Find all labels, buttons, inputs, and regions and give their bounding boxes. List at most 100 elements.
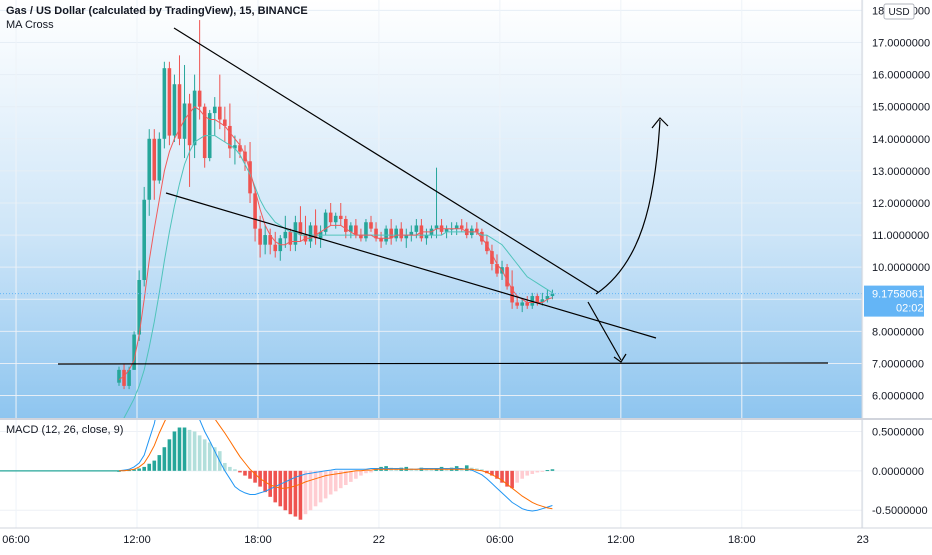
candle-body — [364, 222, 368, 239]
price-tick-label: 12.0000000 — [872, 198, 930, 210]
price-tick-label: 13.0000000 — [872, 166, 930, 178]
candle-body — [359, 235, 363, 239]
candle-body — [223, 119, 227, 126]
tag-layer: 9.1758061 02:02 — [864, 285, 924, 317]
macd-histogram-bar — [152, 460, 157, 471]
macd-histogram-bar — [510, 470, 514, 489]
candle-body — [187, 103, 192, 146]
candle-body — [182, 103, 187, 139]
macd-histogram-bar — [495, 470, 499, 479]
support-line[interactable] — [57, 362, 829, 365]
macd-tick-label: 0.5000000 — [872, 426, 924, 438]
macd-histogram-bar — [414, 469, 419, 471]
lower-trendline[interactable] — [165, 192, 657, 339]
candle-body — [525, 302, 530, 306]
price-tick-label: 16.0000000 — [872, 70, 930, 82]
candle-body — [162, 68, 167, 139]
macd-histogram-bar — [228, 466, 232, 471]
time-axis-background — [0, 528, 932, 550]
macd-histogram-bar — [308, 470, 313, 511]
macd-histogram-bar — [243, 470, 247, 476]
macd-histogram-bar — [132, 469, 136, 471]
candle-body — [147, 138, 152, 200]
macd-histogram-bar — [223, 462, 227, 471]
breakout-arrow-path[interactable] — [595, 119, 661, 295]
macd-histogram-bar — [444, 469, 449, 471]
candle-body — [495, 263, 499, 274]
price-tick-label: 11.0000000 — [872, 230, 929, 242]
macd-histogram-bar — [354, 470, 358, 479]
bar-countdown: 02:02 — [896, 303, 924, 315]
macd-histogram-bar — [182, 427, 187, 471]
macd-tick-label: 0.0000000 — [872, 466, 924, 478]
macd-histogram-bar — [192, 431, 197, 471]
macd-histogram-bar — [490, 470, 494, 476]
macd-histogram-bar — [268, 470, 272, 497]
macd-histogram-bar — [238, 470, 242, 473]
candle-body — [273, 244, 278, 252]
candle-body — [152, 138, 157, 181]
candle-body — [550, 293, 555, 297]
macd-histogram-bar — [520, 470, 524, 479]
macd-histogram-bar — [338, 470, 343, 489]
candle-body — [515, 302, 519, 306]
breakdown-arrow-path[interactable] — [587, 301, 622, 361]
candle-body — [374, 228, 378, 239]
macd-histogram-bar — [328, 470, 333, 495]
macd-histogram-bar — [167, 439, 172, 471]
candle-body — [293, 222, 298, 245]
candle-body — [520, 302, 524, 306]
price-tick-label: 7.0000000 — [872, 358, 924, 370]
candle-body — [510, 286, 514, 303]
candle-body — [142, 199, 146, 280]
macd-histogram-bar — [313, 470, 318, 507]
macd-tick-label: -0.5000000 — [872, 505, 928, 517]
ma-slow-line — [123, 135, 553, 418]
macd-histogram-bar — [374, 469, 378, 471]
macd-histogram-bar — [207, 442, 212, 471]
candle-body — [338, 215, 343, 220]
macd-legend[interactable]: MACD (12, 26, close, 9) — [6, 424, 124, 436]
candle-body — [228, 125, 232, 149]
price-tick-label: 6.0000000 — [872, 391, 924, 403]
upper-trendline[interactable] — [173, 27, 599, 293]
macd-histogram-bar — [535, 470, 540, 473]
candle-body — [394, 228, 398, 239]
candle-body — [192, 90, 197, 146]
macd-histogram-bar — [480, 469, 484, 471]
candle-body — [313, 225, 318, 239]
candle-body — [434, 225, 439, 229]
candle-body — [540, 299, 545, 303]
main-pane-background — [0, 0, 862, 418]
price-axis-background — [862, 0, 932, 550]
candle-body — [238, 145, 242, 152]
last-price-tag[interactable] — [864, 285, 924, 317]
candle-body — [233, 145, 237, 149]
candle-body — [177, 84, 182, 139]
currency-badge[interactable] — [883, 3, 915, 20]
candle-body — [535, 296, 540, 303]
candle-body — [459, 225, 464, 229]
time-tick-label: 06:00 — [2, 534, 30, 546]
macd-histogram-bar — [197, 435, 202, 471]
macd-histogram-bar — [525, 470, 530, 476]
macd-histogram-bar — [187, 429, 192, 471]
time-tick-label: 22 — [373, 534, 385, 546]
macd-histogram-bar — [359, 470, 363, 476]
candle-body — [288, 231, 293, 245]
price-tick-label: 17.0000000 — [872, 38, 930, 50]
macd-chart — [0, 420, 555, 520]
macd-histogram-bar — [212, 447, 217, 471]
time-tick-label: 12:00 — [123, 534, 151, 546]
candle-body — [218, 106, 222, 120]
candle-body — [298, 222, 303, 236]
macd-histogram-bar — [177, 427, 182, 471]
candle-body — [212, 106, 217, 114]
ma-fast-line — [118, 106, 553, 380]
time-tick-label: 12:00 — [607, 534, 635, 546]
ma-cross-legend[interactable]: MA Cross — [6, 19, 54, 31]
chart-title[interactable]: Gas / US Dollar (calculated by TradingVi… — [6, 5, 308, 17]
macd-histogram-bar — [293, 470, 298, 517]
time-tick-label: 18:00 — [728, 534, 756, 546]
